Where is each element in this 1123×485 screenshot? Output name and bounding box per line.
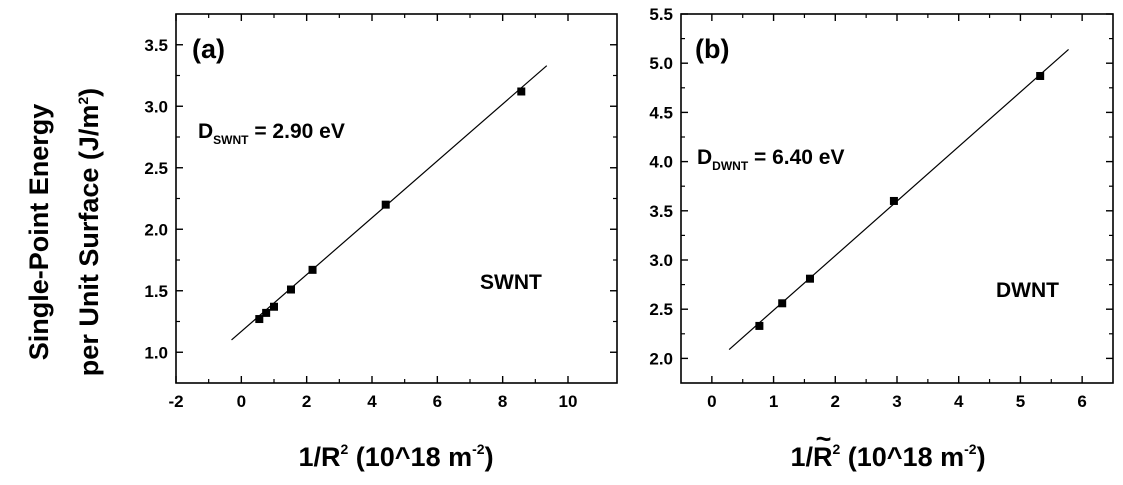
x-label-end: ) xyxy=(485,442,494,472)
y-axis-label-line2: per Unit Surface (J/m2) xyxy=(74,88,104,376)
x-axis-label: 1/R2 (10^18 m-2) xyxy=(790,441,985,472)
panel-label: (a) xyxy=(192,34,225,64)
y-tick-label: 3.5 xyxy=(144,36,168,55)
x-label-sup2: -2 xyxy=(964,441,977,457)
annotation-value: = 6.40 eV xyxy=(748,146,844,169)
y-tick-label: 1.5 xyxy=(144,282,168,301)
annotation-subscript: SWNT xyxy=(213,133,249,147)
series-label: SWNT xyxy=(480,271,542,294)
data-point xyxy=(286,285,295,294)
x-tick-label: 10 xyxy=(559,392,578,411)
annotation-prefix: D xyxy=(697,146,712,169)
y-tick-label: 2.5 xyxy=(144,159,168,178)
fit-annotation: DDWNT = 6.40 eV xyxy=(697,146,845,173)
x-tick-label: 8 xyxy=(498,392,507,411)
data-point xyxy=(270,302,278,311)
y-tick-label: 3.0 xyxy=(144,97,168,116)
annotation-value: = 2.90 eV xyxy=(249,120,345,143)
tilde-mark: ~ xyxy=(816,424,832,454)
x-label-sup: 2 xyxy=(832,441,840,457)
x-tick-label: -2 xyxy=(168,392,183,411)
x-label-sup2: -2 xyxy=(472,441,485,457)
annotation-subscript: DWNT xyxy=(712,159,749,173)
y-tick-label: 1.0 xyxy=(144,343,168,362)
data-point xyxy=(255,315,264,324)
y-tick-label: 3.0 xyxy=(649,251,673,270)
panel-label: (b) xyxy=(695,34,729,64)
x-label-mid: (10^18 m xyxy=(840,442,964,472)
x-label-main: 1/R xyxy=(790,442,832,472)
x-tick-label: 6 xyxy=(1077,392,1086,411)
x-tick-label: 0 xyxy=(707,392,716,411)
y-tick-label: 3.5 xyxy=(649,202,673,221)
chart-panel-a: -2 0 2 4 6 8 101.01.52.02.53.03.5 (a)DSWNT = 2.… xyxy=(144,13,618,472)
data-point xyxy=(517,87,526,96)
x-tick-label: 1 xyxy=(769,392,778,411)
data-point xyxy=(1036,71,1045,80)
y-axis-label-line1: Single-Point Energy xyxy=(24,104,54,361)
series-label: DWNT xyxy=(996,279,1059,302)
chart-panel-b: 0 1 2 3 4 5 6 2.0 2.5 3.0 3.5 4.0 4.5 5.0 5.5 (b) DDWNT … xyxy=(649,5,1114,472)
x-tick-label: 5 xyxy=(1016,392,1025,411)
data-point xyxy=(805,274,814,283)
y-tick-label: 2.5 xyxy=(649,300,673,319)
x-tick-label: 2 xyxy=(831,392,840,411)
y-axis-label-2: per Unit Surface (J/m2) xyxy=(74,88,104,376)
fit-annotation: DSWNT = 2.90 eV xyxy=(198,120,345,147)
y-tick-label: 2.0 xyxy=(144,220,168,239)
x-label-mid: (10^18 m xyxy=(348,442,472,472)
x-axis-label: 1/R2 (10^18 m-2) xyxy=(298,441,493,472)
x-tick-label: 4 xyxy=(367,392,377,411)
x-tick-label: 3 xyxy=(892,392,901,411)
y-tick-label: 4.0 xyxy=(649,153,673,172)
data-point xyxy=(778,299,787,308)
annotation-prefix: D xyxy=(198,120,213,143)
x-label-sup: 2 xyxy=(340,441,348,457)
y-tick-label: 4.5 xyxy=(649,103,673,122)
x-label-main: 1/R xyxy=(298,442,340,472)
y-tick-label: 5.5 xyxy=(649,5,673,24)
y-axis-label: Single-Point Energy xyxy=(24,104,54,361)
y-tick-label: 5.0 xyxy=(649,54,673,73)
x-label-end: ) xyxy=(977,442,986,472)
x-tick-label: 4 xyxy=(954,392,964,411)
y-tick-label: 2.0 xyxy=(649,349,673,368)
plot-frame xyxy=(175,13,618,384)
data-point xyxy=(381,200,390,209)
x-tick-label: 0 xyxy=(237,392,246,411)
data-point xyxy=(262,308,271,317)
data-point xyxy=(755,321,764,330)
data-point xyxy=(889,196,898,205)
x-tick-label: 2 xyxy=(302,392,311,411)
data-point xyxy=(308,265,317,274)
x-tick-label: 6 xyxy=(433,392,442,411)
